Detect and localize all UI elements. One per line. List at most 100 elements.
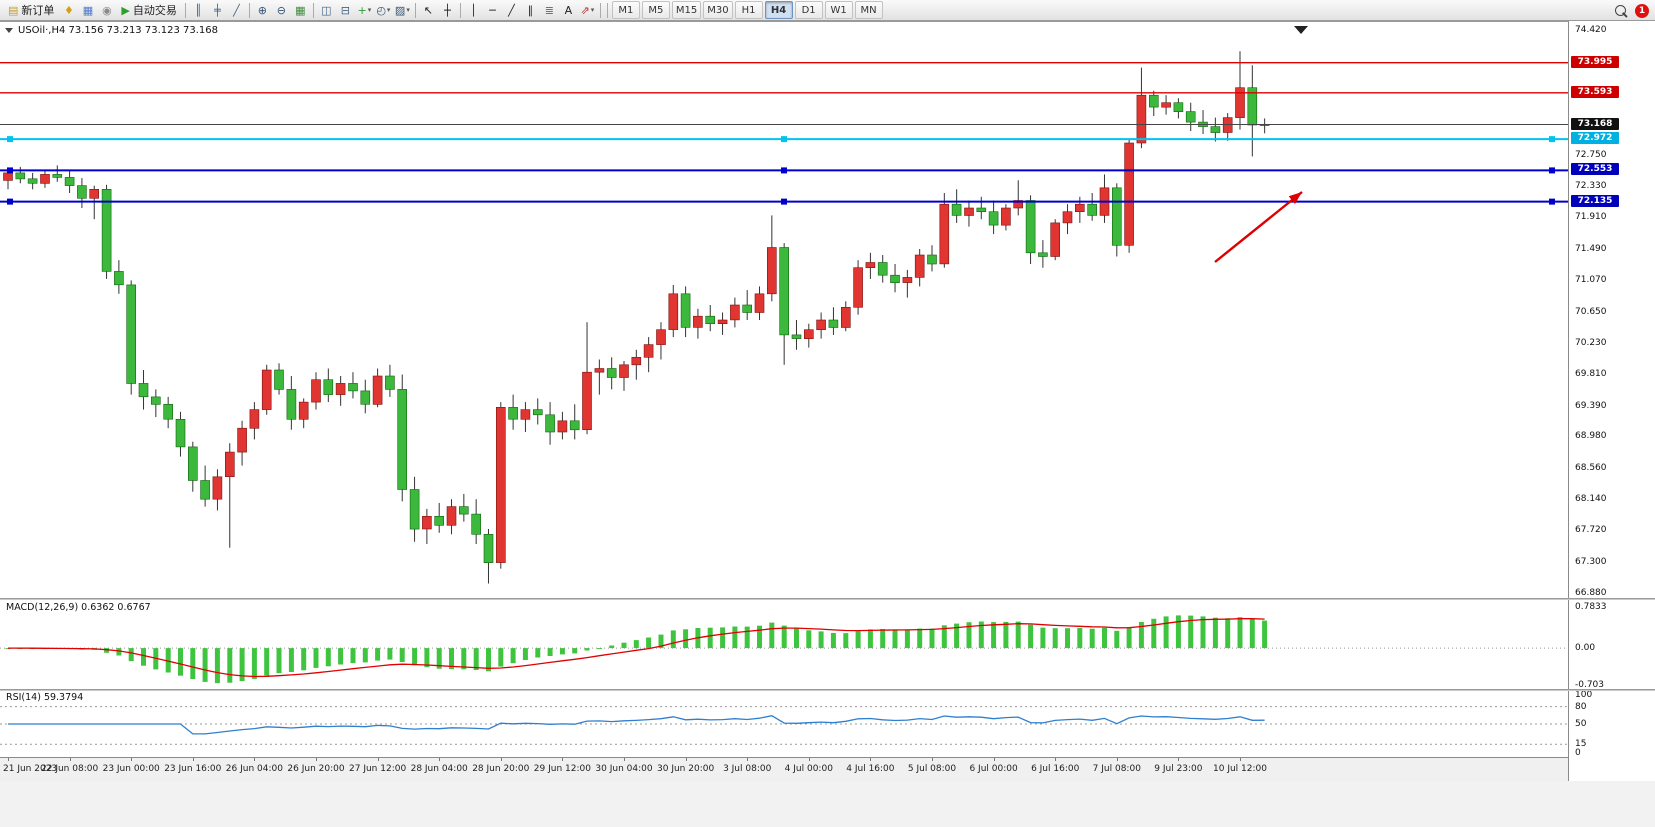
line-handle[interactable] xyxy=(7,198,13,205)
support-line-72135[interactable] xyxy=(0,198,1568,205)
data-window-icon[interactable]: ▦ xyxy=(82,3,94,17)
autotrading-button[interactable]: ▶ 自动交易 xyxy=(116,2,181,19)
new-order-button[interactable]: ▤ 新订单 xyxy=(3,2,59,19)
cascade-windows-icon[interactable]: ◫ xyxy=(321,3,332,17)
macd-histogram xyxy=(5,615,1268,684)
market-watch-icon[interactable]: ♦ xyxy=(63,3,74,17)
price-tick: 69.390 xyxy=(1575,400,1607,411)
arrow-annotation[interactable] xyxy=(1214,191,1303,263)
timeframe-h1-button[interactable]: H1 xyxy=(734,1,763,19)
price-tick: 72.330 xyxy=(1575,181,1607,192)
bar-chart-icon[interactable]: ║ xyxy=(195,3,202,17)
timeframe-m30-button[interactable]: M30 xyxy=(703,1,733,19)
time-tick xyxy=(870,758,872,761)
line-handle[interactable] xyxy=(781,198,787,205)
time-label: 27 Jun 12:00 xyxy=(349,764,407,774)
price-badge-72.972[interactable]: 72.972 xyxy=(1571,132,1619,145)
cursor-tool-icon[interactable]: ↖ xyxy=(423,3,433,17)
candlestick-chart-icon[interactable]: ╪ xyxy=(214,3,221,17)
new-order-button-label: 新订单 xyxy=(21,4,55,17)
time-tick xyxy=(316,758,317,761)
time-tick xyxy=(439,758,441,761)
price-badge-72.553[interactable]: 72.553 xyxy=(1571,163,1619,176)
line-handle[interactable] xyxy=(7,136,13,143)
time-axis[interactable]: 21 Jun 2023 22 Jun 08:00 23 Jun 00:00 23 Ju… xyxy=(0,757,1568,781)
navigator-icon[interactable]: ◉ xyxy=(102,3,112,17)
rsi-splitter[interactable] xyxy=(0,689,1655,691)
price-tick: 67.720 xyxy=(1575,525,1607,536)
toolbar: ▤ 新订单 ♦ ▦ ◉ ▶ 自动交易 ║ ╪ ╱ ⊕ ⊖ ▦ ◫ ⊟ + ▾ ◴ ▾ ▨ ▾ ↖ ┼ │ ─ ╱ ∥ ≣ A ⇗ ▾ M1 M5… xyxy=(0,0,1655,21)
time-tick xyxy=(624,758,625,761)
toolbar-separator xyxy=(606,2,608,18)
chart-shift-marker[interactable] xyxy=(1294,26,1308,34)
time-tick xyxy=(377,758,379,761)
new-order-icon: ▤ xyxy=(8,3,19,17)
channel-tool-icon[interactable]: ∥ xyxy=(527,3,534,17)
timeframe-mn-button[interactable]: MN xyxy=(854,1,883,19)
price-axis[interactable]: 74.420 72.750 72.330 71.910 71.490 71.070 70.6… xyxy=(1568,21,1655,781)
vertical-line-tool-icon[interactable]: │ xyxy=(470,3,477,17)
main-chart-panel[interactable] xyxy=(0,21,1568,598)
time-tick xyxy=(192,758,194,761)
zoom-out-icon[interactable]: ⊖ xyxy=(276,3,286,17)
line-handle[interactable] xyxy=(1549,167,1555,174)
autotrading-button-label: 自动交易 xyxy=(132,4,177,17)
time-label: 23 Jun 00:00 xyxy=(102,764,160,774)
macd-tick: -0.703 xyxy=(1575,680,1605,690)
tile-windows-icon[interactable]: ⊟ xyxy=(340,3,350,17)
horizontal-line-tool-icon[interactable]: ─ xyxy=(489,3,496,17)
price-tick: 74.420 xyxy=(1575,25,1607,35)
search-icon[interactable] xyxy=(1615,5,1626,16)
price-tick: 66.880 xyxy=(1575,588,1607,598)
timeframe-m15-button[interactable]: M15 xyxy=(671,1,702,19)
timeframe-d1-button[interactable]: D1 xyxy=(794,1,823,19)
text-tool-icon[interactable]: A xyxy=(564,3,573,17)
price-badge-72.135[interactable]: 72.135 xyxy=(1571,194,1619,207)
toolbar-separator xyxy=(248,2,250,18)
price-badge-73.593[interactable]: 73.593 xyxy=(1571,85,1619,98)
new-chart-button[interactable]: + ▾ xyxy=(357,3,372,17)
rsi-panel[interactable] xyxy=(0,691,1568,757)
price-tick: 69.810 xyxy=(1575,369,1607,380)
time-label: 23 Jun 16:00 xyxy=(164,764,222,774)
auto-arrange-icon[interactable]: ▦ xyxy=(295,3,306,17)
time-label: 29 Jun 12:00 xyxy=(533,764,591,774)
macd-splitter[interactable] xyxy=(0,598,1655,600)
price-tick: 71.910 xyxy=(1575,212,1607,223)
line-handle[interactable] xyxy=(781,167,787,174)
zoom-in-icon[interactable]: ⊕ xyxy=(257,3,267,17)
main-chart-svg xyxy=(0,26,1568,584)
line-handle[interactable] xyxy=(781,136,787,143)
timeframe-h4-button[interactable]: H4 xyxy=(764,1,793,19)
price-tick: 68.980 xyxy=(1575,431,1607,442)
timeframe-m5-button[interactable]: M5 xyxy=(641,1,670,19)
time-label: 4 Jul 00:00 xyxy=(784,764,833,774)
chart-title-row: USOil·,H4 73.156 73.213 73.123 73.168 xyxy=(5,25,218,36)
time-tick xyxy=(993,758,995,761)
time-label: 9 Jul 23:00 xyxy=(1154,764,1203,774)
crosshair-tool-icon[interactable]: ┼ xyxy=(444,3,451,17)
trendline-tool-icon[interactable]: ╱ xyxy=(508,3,515,17)
time-label: 6 Jul 16:00 xyxy=(1031,764,1080,774)
notification-badge[interactable]: 1 xyxy=(1635,3,1649,18)
macd-panel[interactable] xyxy=(0,600,1568,689)
line-handle[interactable] xyxy=(1549,136,1555,143)
time-tick xyxy=(685,758,687,761)
time-tick xyxy=(500,758,502,761)
period-clock-button[interactable]: ◴ ▾ xyxy=(376,3,391,17)
time-label: 28 Jun 20:00 xyxy=(472,764,530,774)
line-handle[interactable] xyxy=(1549,198,1555,205)
line-chart-icon[interactable]: ╱ xyxy=(233,3,240,17)
support-line-72972[interactable] xyxy=(0,136,1568,143)
time-tick xyxy=(1178,758,1180,761)
line-handle[interactable] xyxy=(7,167,13,174)
price-badge-73.995[interactable]: 73.995 xyxy=(1571,55,1619,68)
fibonacci-tool-icon[interactable]: ≣ xyxy=(544,3,554,17)
timeframe-w1-button[interactable]: W1 xyxy=(824,1,853,19)
time-tick xyxy=(932,758,933,761)
support-line-72553[interactable] xyxy=(0,167,1568,174)
timeframe-m1-button[interactable]: M1 xyxy=(611,1,640,19)
arrows-tool-button[interactable]: ⇗ ▾ xyxy=(580,3,595,17)
one-click-trading-icon[interactable] xyxy=(5,28,13,33)
chart-template-button[interactable]: ▨ ▾ xyxy=(394,3,410,17)
